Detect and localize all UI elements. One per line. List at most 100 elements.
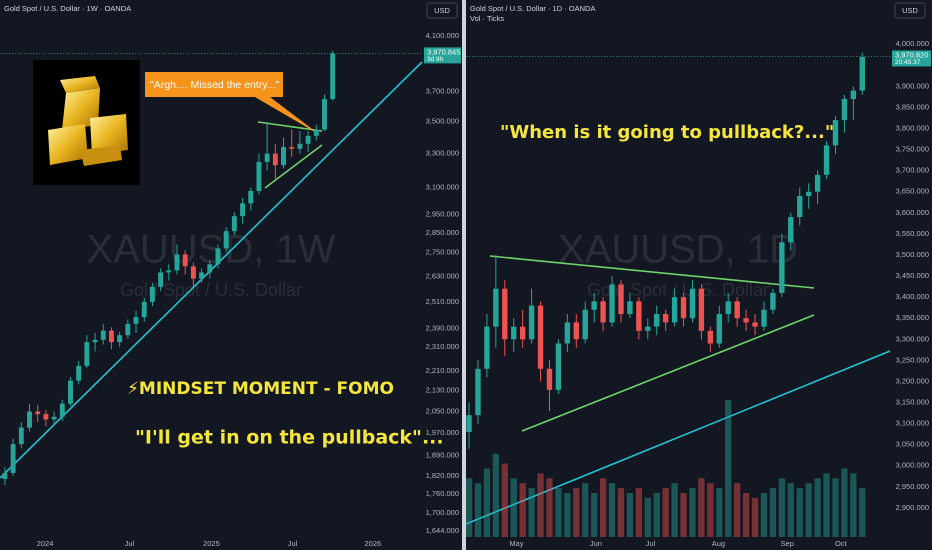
candle-body xyxy=(841,98,848,121)
candle-body xyxy=(484,326,490,369)
volume-bar xyxy=(796,488,803,537)
volume-bar xyxy=(698,478,705,537)
volume-bar xyxy=(653,492,660,537)
candle-body xyxy=(10,444,16,473)
volume-bar xyxy=(519,483,526,537)
candle-body xyxy=(546,368,553,390)
last-price-label: 3,970.820 xyxy=(895,50,928,59)
candle-body xyxy=(297,143,303,149)
y-tick-label: 3,450.000 xyxy=(896,271,929,280)
candle-body xyxy=(475,368,481,416)
volume-bar xyxy=(823,473,830,537)
candle-body xyxy=(582,309,588,340)
trendline xyxy=(489,255,815,289)
candle-body xyxy=(149,286,155,302)
last-price-label: 3,970.845 xyxy=(427,47,460,56)
y-tick-label: 3,650.000 xyxy=(896,187,929,196)
candle-body xyxy=(734,301,740,319)
y-tick-label: 4,000.000 xyxy=(896,39,929,48)
volume-bar xyxy=(537,473,544,537)
candle-body xyxy=(100,330,106,340)
watermark: XAUUSD, 1W xyxy=(87,228,336,272)
y-tick-label: 3,900.000 xyxy=(896,81,929,90)
y-tick-label: 3,500.000 xyxy=(426,117,459,126)
candle-body xyxy=(305,135,311,144)
y-tick-label: 3,800.000 xyxy=(896,123,929,132)
candle-body xyxy=(174,254,180,271)
volume-bar xyxy=(734,483,741,537)
currency-button[interactable] xyxy=(426,2,458,19)
candle-body xyxy=(117,335,123,343)
candle-body xyxy=(264,153,270,162)
volume-bar xyxy=(492,453,499,537)
panel-divider xyxy=(462,0,466,550)
x-tick-label: Jun xyxy=(590,539,602,548)
candle-body xyxy=(832,120,839,146)
trendline xyxy=(264,144,323,189)
x-tick-label: May xyxy=(509,539,523,548)
y-tick-label: 3,150.000 xyxy=(896,398,929,407)
y-tick-label: 3,200.000 xyxy=(896,376,929,385)
y-tick-label: 3,700.000 xyxy=(426,87,459,96)
y-tick-label: 3,250.000 xyxy=(896,355,929,364)
volume-bar xyxy=(546,478,553,537)
volume-bar xyxy=(787,483,794,537)
currency[interactable]: USD xyxy=(434,6,450,15)
candle-body xyxy=(281,147,286,166)
y-tick-label: 1,970.000 xyxy=(426,428,459,437)
candle-body xyxy=(158,272,164,287)
candle-body xyxy=(231,216,237,232)
volume-bar xyxy=(778,478,785,537)
candle-body xyxy=(248,190,254,204)
currency[interactable]: USD xyxy=(902,6,918,15)
candle-body xyxy=(716,313,722,344)
y-tick-label: 3,400.000 xyxy=(896,292,929,301)
y-tick-label: 2,950.000 xyxy=(426,209,459,218)
candle-body xyxy=(199,272,205,279)
candle-body xyxy=(313,129,319,136)
y-tick-label: 2,210.000 xyxy=(426,366,459,375)
y-tick-label: 3,850.000 xyxy=(896,102,929,111)
currency-button[interactable] xyxy=(894,2,926,19)
y-tick-label: 1,820.000 xyxy=(426,471,459,480)
y-tick-label: 3,750.000 xyxy=(896,145,929,154)
candle-body xyxy=(166,270,172,273)
volume-bar xyxy=(841,468,848,537)
y-tick-label: 3,600.000 xyxy=(896,208,929,217)
y-tick-label: 2,510.000 xyxy=(426,297,459,306)
candle-body xyxy=(555,343,562,390)
volume-bar xyxy=(591,492,598,537)
x-tick-label: Aug xyxy=(712,539,725,548)
volume-bar xyxy=(474,483,482,537)
y-tick-label: 3,350.000 xyxy=(896,313,929,322)
x-tick-label: 2025 xyxy=(203,539,220,548)
volume-bar xyxy=(626,492,634,537)
volume-bar xyxy=(751,497,759,537)
candle-body xyxy=(680,297,687,319)
quote: "I'll get in on the pullback"... xyxy=(135,427,444,449)
candle-body xyxy=(636,301,642,331)
candle-body xyxy=(707,330,714,344)
candle-body xyxy=(330,53,336,100)
candle-body xyxy=(466,415,472,433)
candle-body xyxy=(133,317,139,324)
candle-body xyxy=(797,195,803,218)
y-tick-label: 2,750.000 xyxy=(426,247,459,256)
candle-body xyxy=(618,284,624,314)
y-tick-label: 3,500.000 xyxy=(896,250,929,259)
headline: ⚡MINDSET MOMENT - FOMO xyxy=(127,379,394,399)
last-price-box xyxy=(892,50,931,67)
candle-body xyxy=(761,309,767,327)
candle-body xyxy=(805,191,812,196)
y-tick-label: 3,100.000 xyxy=(426,182,459,191)
candle-body xyxy=(600,301,606,323)
plot xyxy=(2,50,336,485)
volume-bar xyxy=(814,478,821,537)
gold-bars-image xyxy=(33,60,140,185)
volume-bar xyxy=(725,400,732,537)
left-panel: XAUUSD, 1W Gold Spot / U.S. Dollar xyxy=(87,228,336,300)
volume-bar xyxy=(689,488,696,537)
volume-bar xyxy=(716,488,723,537)
y-tick-label: 1,890.000 xyxy=(426,450,459,459)
